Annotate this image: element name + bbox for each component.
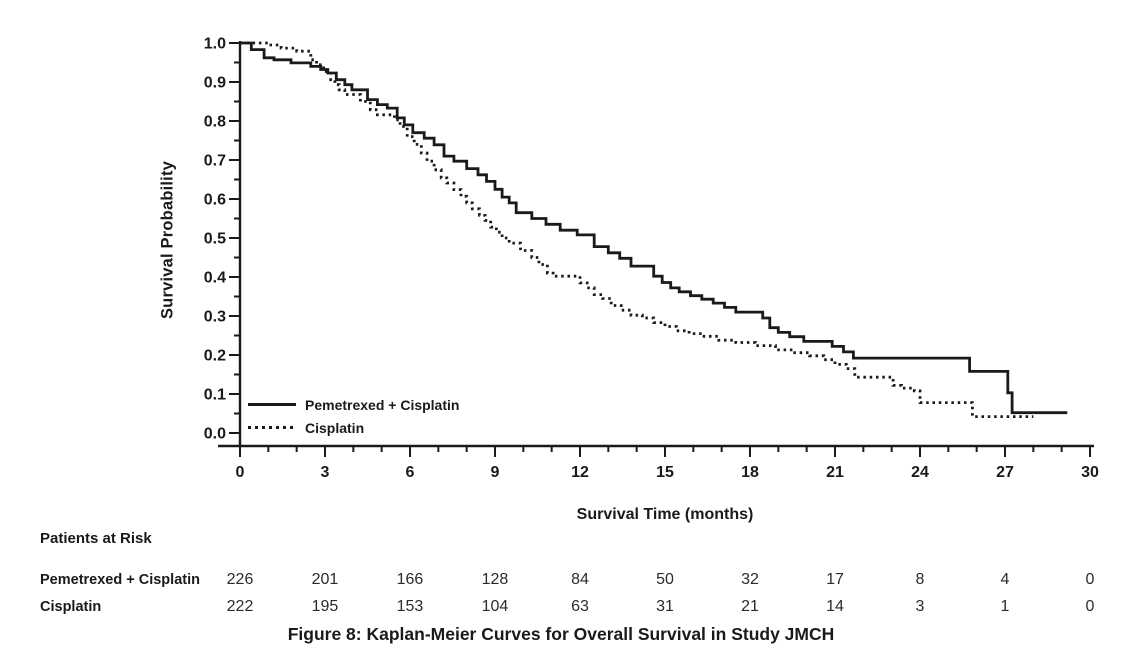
- x-tick-label: 12: [571, 464, 589, 481]
- risk-row-label-cisplatin: Cisplatin: [40, 599, 102, 615]
- risk-count: 128: [481, 571, 509, 588]
- risk-count: 14: [826, 598, 844, 615]
- risk-count: 50: [656, 571, 674, 588]
- risk-count: 195: [311, 598, 339, 615]
- y-tick-label: 0.7: [204, 153, 226, 170]
- survival-chart-plot: 0.0 0.1 0.2 0.3 0.4 0.5 0.6 0.7 0.8 0.9 1.0 0 3 6 9 12 1…: [204, 36, 1099, 482]
- y-tick-label: 0.4: [204, 270, 226, 287]
- figure-caption: Figure 8: Kaplan-Meier Curves for Overal…: [287, 624, 835, 644]
- risk-count: 201: [311, 571, 339, 588]
- x-tick-label: 0: [236, 464, 245, 481]
- legend: Pemetrexed + Cisplatin Cisplatin: [248, 393, 459, 439]
- risk-count: 0: [1085, 598, 1095, 615]
- risk-row-counts-pemetrexed-cisplatin: 226 201 166 128 84 50 32 17 8 4 0: [0, 570, 1122, 590]
- legend-item-cisplatin: Cisplatin: [248, 416, 459, 439]
- x-tick-label: 9: [491, 464, 500, 481]
- solid-line-sample: [248, 403, 296, 406]
- risk-count: 17: [826, 571, 844, 588]
- legend-label: Cisplatin: [305, 419, 365, 436]
- risk-count: 63: [571, 598, 589, 615]
- risk-row-counts-cisplatin: 222 195 153 104 63 31 21 14 3 1 0: [0, 597, 1122, 617]
- y-tick-label: 0.8: [204, 114, 226, 131]
- cisplatin-curve: [240, 41, 1034, 418]
- x-tick-label: 30: [1081, 464, 1099, 481]
- y-axis-title: Survival Probability: [158, 160, 177, 320]
- risk-count: 31: [656, 598, 674, 615]
- y-tick-label: 0.0: [204, 426, 226, 443]
- x-tick-label: 3: [321, 464, 330, 481]
- risk-count: 222: [226, 598, 254, 615]
- risk-count: 166: [396, 571, 424, 588]
- x-tick-label: 6: [406, 464, 415, 481]
- legend-item-pemetrexed-cisplatin: Pemetrexed + Cisplatin: [248, 393, 459, 416]
- y-tick-label: 0.3: [204, 309, 226, 326]
- y-tick-label: 0.2: [204, 348, 226, 365]
- risk-count: 226: [226, 571, 254, 588]
- pemetrexed-cisplatin-curve: [240, 41, 1068, 415]
- y-tick-label: 0.9: [204, 75, 226, 92]
- risk-count: 153: [396, 598, 424, 615]
- risk-count: 4: [1000, 571, 1010, 588]
- legend-label: Pemetrexed + Cisplatin: [305, 396, 460, 413]
- y-tick-label: 0.5: [204, 231, 226, 248]
- x-tick-label: 27: [996, 464, 1014, 481]
- patients-at-risk-heading: Patients at Risk: [40, 530, 152, 547]
- risk-count: 32: [741, 571, 759, 588]
- x-axis-title: Survival Time (months): [576, 506, 754, 523]
- risk-count: 21: [741, 598, 759, 615]
- y-tick-label: 0.1: [204, 387, 226, 404]
- risk-count: 3: [915, 598, 925, 615]
- dashed-line-sample: [248, 426, 296, 429]
- x-tick-label: 24: [911, 464, 929, 481]
- y-tick-label: 0.6: [204, 192, 226, 209]
- risk-count: 84: [571, 571, 589, 588]
- x-tick-label: 15: [656, 464, 674, 481]
- x-tick-label: 21: [826, 464, 844, 481]
- x-tick-label: 18: [741, 464, 759, 481]
- risk-count: 1: [1000, 598, 1010, 615]
- risk-count: 104: [481, 598, 509, 615]
- risk-count: 8: [915, 571, 925, 588]
- y-tick-label: 1.0: [204, 36, 226, 53]
- risk-count: 0: [1085, 571, 1095, 588]
- risk-row-label-pemetrexed-cisplatin: Pemetrexed + Cisplatin: [40, 572, 200, 588]
